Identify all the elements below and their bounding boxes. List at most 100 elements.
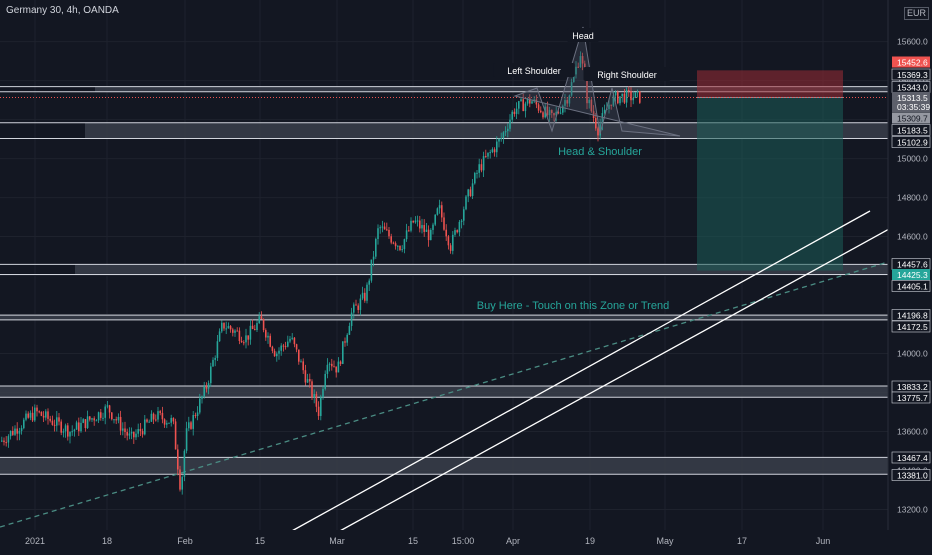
candle-body [287,341,289,347]
symbol-title: Germany 30, 4h, OANDA [6,5,119,16]
candle-body [456,230,458,233]
candle-body [174,421,177,450]
candle-body [339,361,342,364]
candle-body [412,220,414,223]
candle-body [159,411,161,413]
candle-body [84,419,87,428]
candle-body [234,330,236,333]
candle-body [535,99,538,105]
candle-body [460,220,463,222]
sr-zone [0,457,888,475]
candle-body [595,118,597,129]
price-badge-text: 13381.0 [897,471,928,481]
candle-body [86,416,89,428]
candle-body [383,226,386,230]
candle-body [16,428,18,434]
x-tick-label: 15:00 [452,536,475,546]
candle-body [377,228,379,240]
candle-body [100,412,102,418]
stop-loss-zone [697,70,843,98]
candle-body [62,431,65,433]
price-axis[interactable]: 13200.013400.013600.013800.014000.014200… [887,0,932,550]
candle-body [392,242,395,244]
candle-body [366,284,368,301]
candle-body [172,417,175,422]
x-tick-label: 17 [737,536,747,546]
candle-body [507,128,509,132]
candle-body [386,229,388,231]
candle-body [504,131,507,133]
candle-body [205,386,208,389]
candle-body [177,449,179,470]
candle-body [502,132,505,139]
candle-body [419,220,421,229]
candle-body [599,124,601,136]
candle-body [485,156,487,158]
price-badge [891,309,931,321]
candle-body [152,413,155,420]
price-badge-text: 03:35:39 [897,102,930,112]
candle-body [619,96,621,104]
candle-body [608,104,610,109]
candle-body [133,431,135,438]
candle-body [150,413,153,422]
candle-body [258,316,260,324]
candle-body [262,319,265,331]
candle-body [53,424,56,426]
candle-body [20,428,23,431]
candle-body [542,112,544,118]
y-tick-label: 15000.0 [897,154,928,164]
price-badge-text: 14196.8 [897,311,928,321]
candle-body [465,196,467,210]
x-tick-label: 18 [102,536,112,546]
candle-body [183,450,186,477]
candle-body [381,226,384,228]
candle-body [564,100,566,106]
candle-body [214,357,216,360]
candle-body [282,345,285,347]
candle-body [216,341,219,358]
time-axis[interactable]: 2021 18 Feb 15 Mar 15 15:00 Apr 19 May 17 Jun [0,530,932,550]
candle-body [73,429,76,432]
candle-body [443,217,445,230]
candle-body [306,379,309,383]
sr-zone [85,122,888,139]
candle-body [454,230,456,235]
candle-body [489,152,491,154]
candle-body [353,304,355,313]
x-tick-label: 2021 [25,536,45,546]
candle-body [49,418,51,421]
candle-body [260,316,263,320]
candle-body [394,243,397,247]
candle-body [284,346,287,348]
price-badge-text: 14172.5 [897,322,928,332]
candle-body [559,112,562,114]
candle-body [300,361,302,363]
candle-body [221,322,223,332]
candle-body [520,99,522,102]
candle-body [232,329,234,333]
candle-body [207,383,210,389]
candle-body [247,335,249,340]
candle-body [434,214,436,225]
candle-body [357,305,359,310]
candle-body [119,416,122,431]
candle-body [14,428,16,435]
position-tool[interactable] [0,70,888,271]
candle-body [511,111,513,120]
price-badge [892,56,930,68]
candle-body [476,172,478,174]
parallel-channel-upper [289,210,871,533]
candle-body [40,411,43,416]
candle-body [612,95,615,106]
candle-body [601,113,604,125]
x-tick-label: Apr [506,536,520,546]
candle-body [500,138,502,140]
candle-body [379,227,381,229]
candle-body [320,397,322,416]
candle-body [322,388,324,398]
x-tick-label: Mar [329,536,345,546]
candle-body [628,90,630,92]
